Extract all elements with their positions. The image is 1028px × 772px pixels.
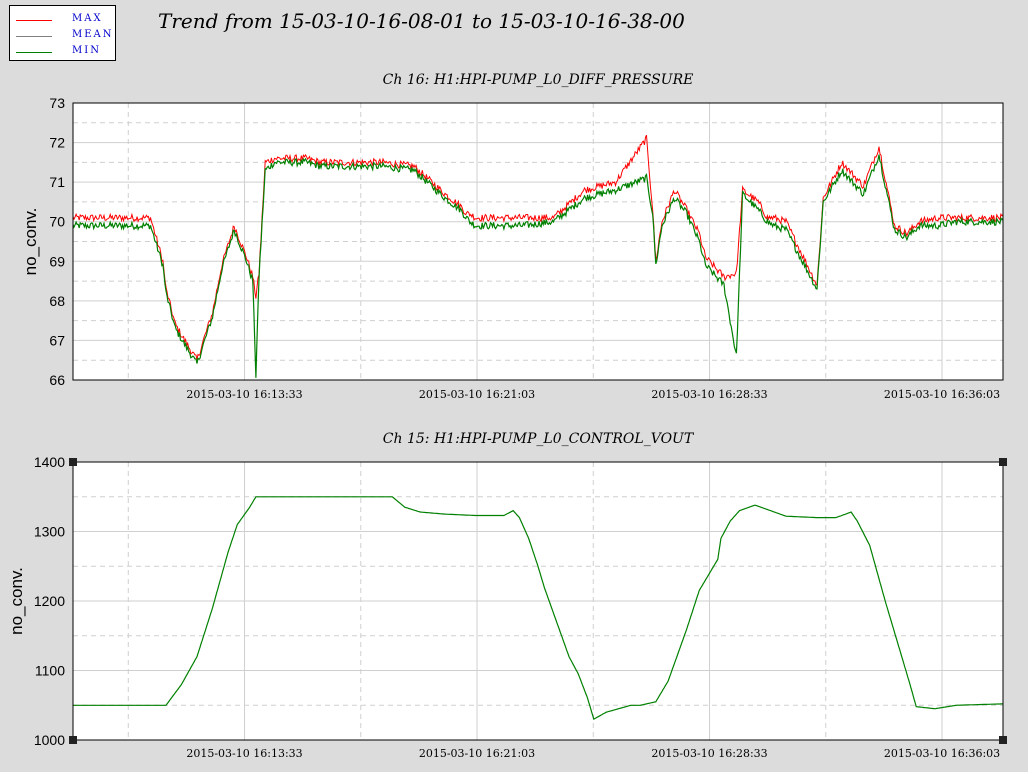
y-tick-label: 70 (49, 214, 65, 230)
corner-handle (999, 458, 1007, 466)
corner-handle (69, 736, 77, 744)
legend-label-mean: MEAN (72, 29, 114, 40)
y-tick-label: 66 (49, 372, 65, 388)
legend: MAX MEAN MIN (9, 5, 116, 61)
legend-label-min: MIN (72, 45, 101, 56)
legend-label-max: MAX (72, 13, 103, 24)
x-tick-label: 2015-03-10 16:13:33 (186, 747, 302, 760)
y-tick-label: 1400 (34, 454, 65, 470)
y-tick-label: 67 (49, 332, 65, 348)
plot-frame (72, 461, 1004, 741)
y-tick-label: 72 (49, 135, 65, 151)
y-tick-label: 1100 (35, 663, 65, 679)
legend-item-min: MIN (16, 44, 116, 60)
x-tick-label: 2015-03-10 16:21:03 (419, 747, 535, 760)
chart-title: Ch 15: H1:HPI-PUMP_L0_CONTROL_VOUT (383, 431, 695, 447)
x-tick-label: 2015-03-10 16:28:33 (651, 388, 767, 401)
x-tick-label: 2015-03-10 16:36:03 (884, 747, 1000, 760)
legend-swatch-min (16, 52, 52, 53)
x-tick-label: 2015-03-10 16:21:03 (419, 388, 535, 401)
y-axis-label: no_conv. (7, 567, 26, 635)
y-tick-label: 1300 (34, 524, 65, 540)
y-axis-label: no_conv. (21, 208, 40, 276)
y-tick-label: 71 (49, 174, 65, 190)
x-tick-label: 2015-03-10 16:28:33 (651, 747, 767, 760)
page-title: Trend from 15-03-10-16-08-01 to 15-03-10… (158, 9, 685, 33)
chart-2: 1000 1100 1200 1300 1400 2015-03-10 16:13:33 2… (7, 431, 1007, 760)
corner-handle (69, 458, 77, 466)
x-tick-label: 2015-03-10 16:36:03 (884, 388, 1000, 401)
y-tick-label: 69 (49, 253, 65, 269)
legend-item-max: MAX (16, 12, 116, 28)
y-tick-label: 1200 (34, 593, 65, 609)
legend-item-mean: MEAN (16, 28, 116, 44)
legend-swatch-max (16, 20, 52, 21)
y-tick-label: 73 (49, 95, 65, 111)
chart-title: Ch 16: H1:HPI-PUMP_L0_DIFF_PRESSURE (383, 72, 694, 88)
x-tick-label: 2015-03-10 16:13:33 (186, 388, 302, 401)
series-min-line (73, 496, 1003, 720)
y-tick-label: 68 (49, 293, 65, 309)
chart-1: 66 67 68 69 70 71 72 73 2015-03-10 16:13:33 2015-… (21, 72, 1004, 401)
series-min-line (72, 154, 1004, 378)
series-max-line (72, 134, 1004, 360)
corner-handle (999, 736, 1007, 744)
legend-swatch-mean (16, 36, 52, 37)
plot-frame (72, 102, 1004, 381)
y-tick-label: 1000 (34, 732, 65, 748)
